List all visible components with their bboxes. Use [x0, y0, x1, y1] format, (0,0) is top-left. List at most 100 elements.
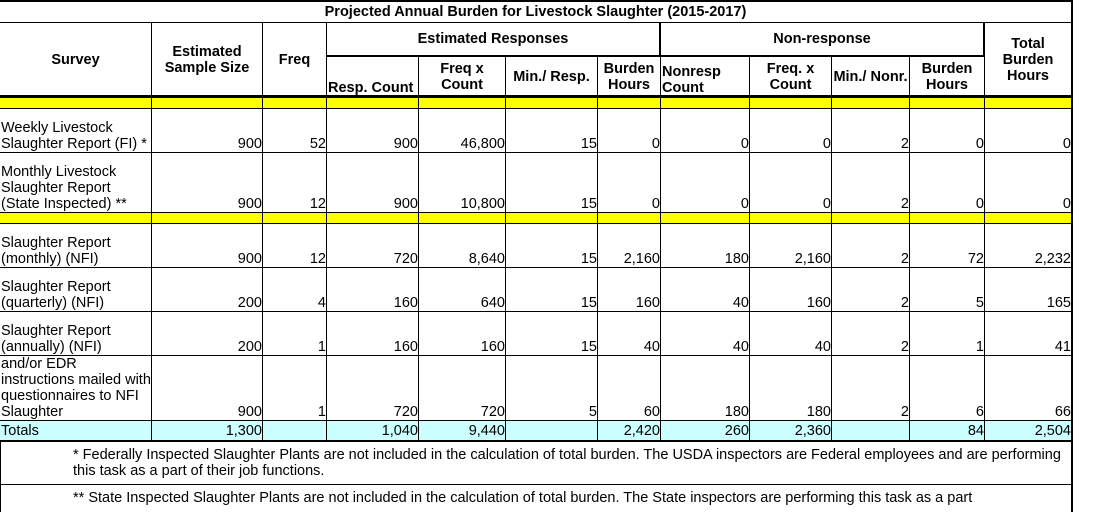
separator-band — [506, 213, 598, 224]
cell-text: 9,440 — [468, 422, 505, 439]
sub-header: Min./ Nonr. — [832, 57, 910, 97]
value-cell: 720 — [327, 224, 419, 268]
value-cell: 160 — [419, 312, 506, 356]
value-cell: 180 — [750, 356, 832, 421]
cell-text: and/or EDR instructions mailed with ques… — [1, 356, 151, 420]
cell-text: 40 — [732, 295, 749, 311]
cell-text: 0 — [740, 136, 749, 152]
sub-header: Nonresp Count — [661, 57, 750, 97]
cell-text: Min./ Nonr. — [833, 68, 908, 85]
cell-text: 640 — [480, 295, 505, 311]
value-cell: 2 — [832, 312, 910, 356]
cell-text: 10,800 — [460, 196, 505, 212]
cell-text: 1,300 — [225, 422, 262, 439]
cell-text: 260 — [724, 422, 749, 439]
cell-text: 1,040 — [381, 422, 418, 439]
value-cell: 66 — [985, 356, 1073, 421]
cell-text: Survey — [51, 51, 100, 68]
value-cell: 900 — [152, 109, 263, 153]
cell-text: 2,360 — [794, 422, 831, 439]
cell-text: Projected Annual Burden for Livestock Sl… — [324, 4, 747, 20]
cell-text: 900 — [237, 196, 262, 212]
cell-text: Estimated Sample Size — [164, 43, 250, 76]
cell-text: Nonresp Count — [662, 64, 721, 96]
cell-text: 0 — [1062, 196, 1071, 212]
value-cell: 2,160 — [598, 224, 661, 268]
total-cell — [263, 421, 327, 442]
cell-text: 160 — [635, 295, 660, 311]
sub-header: Freq. x Count — [750, 57, 832, 97]
cell-text: 2,232 — [1034, 251, 1071, 267]
value-cell: 900 — [152, 153, 263, 213]
cell-text: Totals — [1, 422, 39, 439]
survey-name: Slaughter Report (annually) (NFI) — [0, 312, 152, 356]
cell-text: Non-response — [773, 31, 871, 47]
value-cell: 1 — [910, 312, 985, 356]
value-cell: 0 — [598, 153, 661, 213]
cell-text: 0 — [651, 136, 660, 152]
value-cell: 0 — [985, 153, 1073, 213]
value-cell: 900 — [327, 109, 419, 153]
cell-text: 2,420 — [623, 422, 660, 439]
cell-text: 0 — [975, 136, 984, 152]
cell-text: 0 — [740, 196, 749, 212]
value-cell: 900 — [152, 356, 263, 421]
separator-band — [910, 98, 985, 109]
cell-text: 15 — [580, 251, 597, 267]
value-cell: 2,160 — [750, 224, 832, 268]
separator-band — [750, 98, 832, 109]
value-cell: 4 — [263, 268, 327, 312]
cell-text: 2 — [900, 295, 909, 311]
value-cell: 2,232 — [985, 224, 1073, 268]
value-cell: 41 — [985, 312, 1073, 356]
cell-text: 1 — [975, 339, 984, 355]
cell-text: 72 — [967, 251, 984, 267]
cell-text: Slaughter Report (quarterly) (NFI) — [1, 279, 111, 311]
separator-band — [419, 213, 506, 224]
cell-text: 40 — [732, 339, 749, 355]
separator-band — [910, 213, 985, 224]
total-cell: 260 — [661, 421, 750, 442]
value-cell: 180 — [661, 356, 750, 421]
value-cell: 10,800 — [419, 153, 506, 213]
header: Estimated Sample Size — [152, 23, 263, 97]
value-cell: 0 — [985, 109, 1073, 153]
total-cell — [832, 421, 910, 442]
total-cell: 1,300 — [152, 421, 263, 442]
separator-band — [661, 98, 750, 109]
cell-text: 52 — [309, 136, 326, 152]
separator-band — [832, 98, 910, 109]
total-cell: 84 — [910, 421, 985, 442]
cell-text: 180 — [724, 251, 749, 267]
cell-text: 900 — [393, 136, 418, 152]
total-cell: 2,360 — [750, 421, 832, 442]
cell-text: Freq. x Count — [766, 60, 815, 93]
cell-text: Min./ Resp. — [513, 68, 590, 85]
value-cell: 15 — [506, 312, 598, 356]
value-cell: 0 — [750, 109, 832, 153]
separator-band — [419, 98, 506, 109]
survey-name: and/or EDR instructions mailed with ques… — [0, 356, 152, 421]
header: Freq — [263, 23, 327, 97]
cell-text: 160 — [480, 339, 505, 355]
cell-text: 84 — [967, 422, 984, 439]
cell-text: 160 — [806, 295, 831, 311]
value-cell: 8,640 — [419, 224, 506, 268]
value-cell: 160 — [598, 268, 661, 312]
cell-text: 2 — [900, 136, 909, 152]
sub-header: Min./ Resp. — [506, 57, 598, 97]
header-group: Non-response — [661, 23, 985, 57]
value-cell: 40 — [661, 312, 750, 356]
separator-band — [985, 98, 1073, 109]
cell-text: Slaughter Report (monthly) (NFI) — [1, 235, 111, 267]
separator-band — [598, 98, 661, 109]
separator-band — [661, 213, 750, 224]
separator-band — [327, 98, 419, 109]
value-cell: 72 — [910, 224, 985, 268]
value-cell: 0 — [661, 153, 750, 213]
value-cell: 12 — [263, 224, 327, 268]
header-rule — [0, 95, 1073, 98]
cell-text: 12 — [309, 196, 326, 212]
separator-band — [263, 213, 327, 224]
cell-text: 40 — [643, 339, 660, 355]
